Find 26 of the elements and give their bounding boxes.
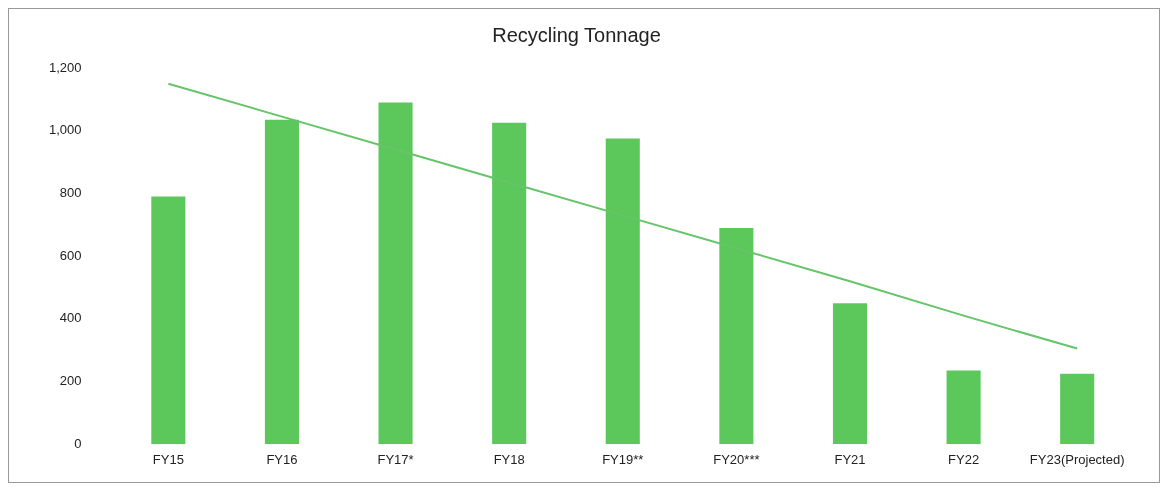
bar (492, 122, 527, 445)
y-tick-label: 800 (59, 184, 82, 200)
bar (1060, 373, 1095, 445)
x-tick-label: FY18 (493, 451, 525, 467)
y-tick-label: 1,000 (48, 122, 82, 138)
bar (719, 227, 754, 445)
y-tick-label: 600 (59, 247, 82, 263)
x-tick-label: FY17* (377, 451, 414, 467)
x-tick-label: FY23(Projected) (1029, 451, 1125, 467)
bar (264, 119, 299, 445)
x-tick-label: FY16 (266, 451, 298, 467)
chart-title: Recycling Tonnage (492, 23, 661, 46)
x-tick-label: FY15 (152, 451, 184, 467)
x-tick-label: FY22 (948, 451, 980, 467)
bar (832, 303, 868, 445)
y-tick-label: 200 (59, 373, 82, 389)
y-tick-label: 1,200 (48, 59, 82, 75)
bar (946, 370, 981, 445)
bar (151, 196, 186, 445)
bar (605, 138, 640, 445)
x-tick-label: FY20*** (713, 451, 760, 467)
bar (378, 102, 413, 445)
y-tick-label: 0 (74, 435, 82, 451)
x-tick-label: FY21 (834, 451, 866, 467)
y-tick-label: 400 (59, 310, 82, 326)
x-tick-label: FY19** (602, 451, 644, 467)
